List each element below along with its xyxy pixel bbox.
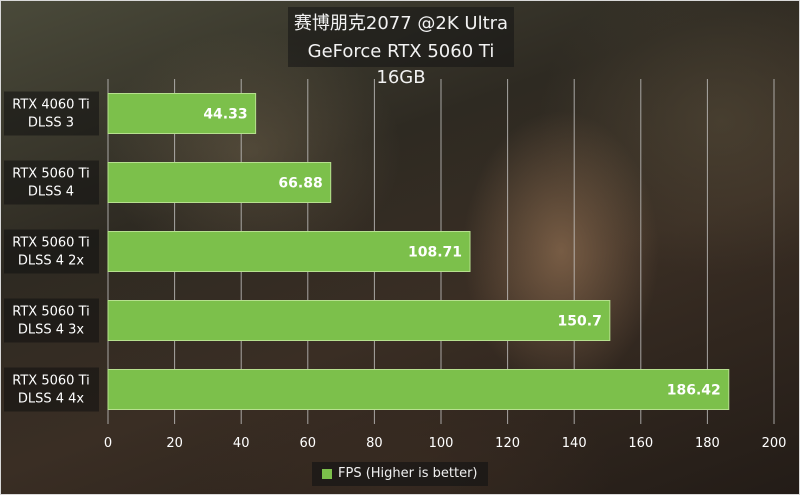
category-label-bg xyxy=(4,367,99,412)
x-tick-label: 80 xyxy=(366,436,383,451)
x-tick-label: 180 xyxy=(695,436,720,451)
category-label-bg xyxy=(4,229,99,274)
data-label: 44.33 xyxy=(203,107,247,123)
category-label-bg xyxy=(4,91,99,136)
legend: FPS (Higher is better) xyxy=(312,462,488,486)
x-tick-label: 140 xyxy=(562,436,587,451)
x-tick-label: 160 xyxy=(628,436,653,451)
category-label-bg xyxy=(4,298,99,343)
legend-label: FPS (Higher is better) xyxy=(338,466,478,481)
x-tick-label: 0 xyxy=(104,436,112,451)
data-label: 186.42 xyxy=(667,383,721,399)
bar xyxy=(107,162,332,203)
x-tick-label: 20 xyxy=(166,436,183,451)
category-label: RTX 5060 Ti DLSS 4 4x xyxy=(12,374,89,407)
category-label: RTX 5060 Ti DLSS 4 2x xyxy=(12,236,89,269)
category-label: RTX 4060 Ti DLSS 3 xyxy=(12,98,89,131)
category-label: RTX 5060 Ti DLSS 4 3x xyxy=(12,305,89,338)
bar xyxy=(107,93,257,134)
data-label: 108.71 xyxy=(408,245,462,261)
data-label: 66.88 xyxy=(278,176,322,192)
category-label: RTX 5060 Ti DLSS 4 xyxy=(12,167,89,200)
bar xyxy=(107,369,730,410)
chart-title: 赛博朋克2077 @2K Ultra xyxy=(293,13,509,34)
x-tick-label: 200 xyxy=(762,436,787,451)
category-label-bg xyxy=(4,160,99,205)
x-tick-label: 40 xyxy=(233,436,250,451)
bar xyxy=(107,231,471,272)
x-tick-label: 60 xyxy=(300,436,317,451)
chart-title-box: 赛博朋克2077 @2K Ultra GeForce RTX 5060 Ti 1… xyxy=(288,7,514,88)
legend-swatch xyxy=(322,469,332,479)
data-label: 150.7 xyxy=(558,314,602,330)
x-tick-label: 120 xyxy=(495,436,520,451)
bar xyxy=(107,300,611,341)
x-tick-label: 100 xyxy=(429,436,454,451)
chart-subtitle: GeForce RTX 5060 Ti 16GB xyxy=(307,41,495,88)
